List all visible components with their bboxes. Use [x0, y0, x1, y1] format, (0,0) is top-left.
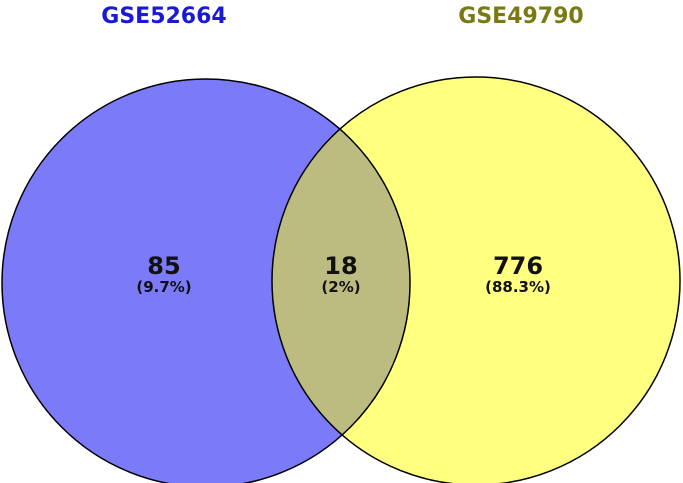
- left-unique-percent: (9.7%): [136, 278, 191, 296]
- set-outline-left: [1, 78, 411, 483]
- right-unique-count: 776: [493, 252, 543, 280]
- left-unique-count: 85: [147, 252, 180, 280]
- overlap-percent: (2%): [321, 278, 360, 296]
- set-title-left: GSE52664: [101, 4, 226, 29]
- set-outline-right: [271, 76, 681, 483]
- right-unique-percent: (88.3%): [485, 278, 551, 296]
- overlap-region: [272, 79, 410, 483]
- overlap-count: 18: [324, 252, 357, 280]
- set-title-right: GSE49790: [458, 4, 583, 29]
